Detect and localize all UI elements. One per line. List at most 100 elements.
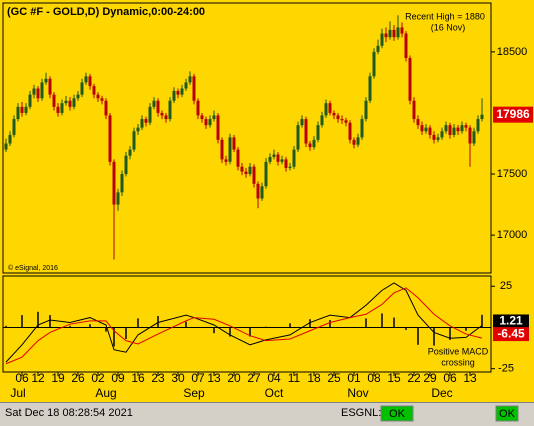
candle-body bbox=[56, 106, 60, 113]
candle-body bbox=[220, 139, 224, 160]
candle-body bbox=[92, 86, 96, 95]
candle-body bbox=[300, 119, 304, 126]
histogram-bar bbox=[449, 327, 451, 340]
histogram-bar bbox=[213, 327, 215, 334]
candle-body bbox=[412, 100, 416, 120]
candle-body bbox=[320, 115, 324, 126]
candle-body bbox=[172, 90, 176, 101]
chart-title: (GC #F - GOLD,D) Dynamic,0:00-24:00 bbox=[7, 6, 205, 18]
candle-body bbox=[212, 115, 216, 120]
histogram-bar bbox=[249, 327, 251, 337]
x-tick-label: 06 bbox=[443, 371, 457, 385]
x-tick-label: 08 bbox=[367, 371, 381, 385]
candle-body bbox=[368, 76, 372, 101]
histogram-bar bbox=[309, 319, 311, 328]
candle-body bbox=[272, 154, 276, 157]
candle-body bbox=[416, 119, 420, 126]
candle-body bbox=[60, 103, 64, 113]
candle-body bbox=[124, 155, 128, 175]
candle-body bbox=[8, 134, 12, 144]
candle-body bbox=[352, 139, 356, 145]
y-tick-label: -25 bbox=[498, 363, 514, 375]
status-feed: ESGNL: bbox=[341, 407, 381, 419]
candle-body bbox=[12, 119, 16, 135]
candle-body bbox=[252, 166, 256, 184]
candle-body bbox=[44, 78, 48, 83]
candle-body bbox=[328, 103, 332, 113]
candle-body bbox=[264, 161, 268, 187]
status-bar bbox=[0, 402, 534, 426]
histogram-bar bbox=[229, 327, 231, 337]
candle-body bbox=[208, 119, 212, 126]
candle-body bbox=[348, 122, 352, 140]
candle-body bbox=[392, 29, 396, 38]
histogram-bar bbox=[405, 327, 407, 330]
annotation: crossing bbox=[441, 357, 475, 367]
candle-body bbox=[344, 120, 348, 123]
histogram-bar bbox=[265, 326, 267, 328]
candle-body bbox=[184, 82, 188, 89]
candle-body bbox=[188, 76, 192, 83]
candle-body bbox=[372, 51, 376, 77]
candle-body bbox=[468, 127, 472, 144]
y-tick-label: 17000 bbox=[497, 229, 528, 241]
histogram-bar bbox=[5, 325, 7, 328]
candle-body bbox=[96, 94, 100, 99]
candle-body bbox=[148, 106, 152, 123]
candle-body bbox=[460, 125, 464, 132]
x-tick-label: 27 bbox=[247, 371, 261, 385]
x-tick-label: 12 bbox=[31, 371, 45, 385]
x-tick-label: 02 bbox=[91, 371, 105, 385]
candle-body bbox=[464, 125, 468, 128]
candle-body bbox=[108, 115, 112, 162]
candle-body bbox=[224, 159, 228, 162]
candle-body bbox=[144, 119, 148, 123]
candle-body bbox=[480, 114, 484, 120]
candle-body bbox=[40, 82, 44, 99]
macd-line bbox=[5, 287, 483, 365]
x-tick-label: 30 bbox=[171, 371, 185, 385]
candle-body bbox=[20, 106, 24, 113]
y-tick-label: 18500 bbox=[497, 46, 528, 58]
candle-body bbox=[256, 183, 260, 199]
status-ok bbox=[495, 405, 519, 422]
x-tick-label: 26 bbox=[71, 371, 85, 385]
histogram-bar bbox=[433, 327, 435, 346]
macd-line bbox=[5, 282, 483, 363]
y-tick-label: 17500 bbox=[497, 168, 528, 180]
histogram-bar bbox=[393, 317, 395, 328]
candle-body bbox=[360, 119, 364, 138]
histogram-bar bbox=[289, 323, 291, 328]
candle-body bbox=[28, 94, 32, 107]
candle-body bbox=[196, 100, 200, 116]
histogram-bar bbox=[329, 320, 331, 328]
candle-body bbox=[100, 98, 104, 101]
y-tick-label: 25 bbox=[500, 280, 512, 292]
candle-body bbox=[72, 98, 76, 107]
histogram-bar bbox=[465, 327, 467, 331]
x-tick-label: 04 bbox=[267, 371, 281, 385]
candle-body bbox=[396, 27, 400, 38]
candle-body bbox=[444, 125, 448, 132]
candle-body bbox=[380, 33, 384, 46]
x-tick-label: 29 bbox=[423, 371, 437, 385]
candle-body bbox=[240, 166, 244, 172]
credit: © eSignal, 2016 bbox=[8, 264, 58, 272]
histogram-bar bbox=[481, 314, 483, 328]
candle-body bbox=[448, 125, 452, 135]
x-tick-label: 20 bbox=[227, 371, 241, 385]
candle-body bbox=[288, 166, 292, 168]
candle-body bbox=[296, 125, 300, 150]
histogram-bar bbox=[365, 318, 367, 328]
candle-body bbox=[156, 100, 160, 113]
month-label: Oct bbox=[265, 386, 284, 400]
histogram-bar bbox=[113, 327, 115, 347]
histogram-bar bbox=[37, 311, 39, 328]
candle-body bbox=[292, 149, 296, 167]
candle-body bbox=[420, 125, 424, 132]
month-label: Nov bbox=[347, 386, 368, 400]
x-tick-label: 01 bbox=[347, 371, 361, 385]
histogram-bar bbox=[381, 313, 383, 328]
candle-body bbox=[232, 137, 236, 150]
